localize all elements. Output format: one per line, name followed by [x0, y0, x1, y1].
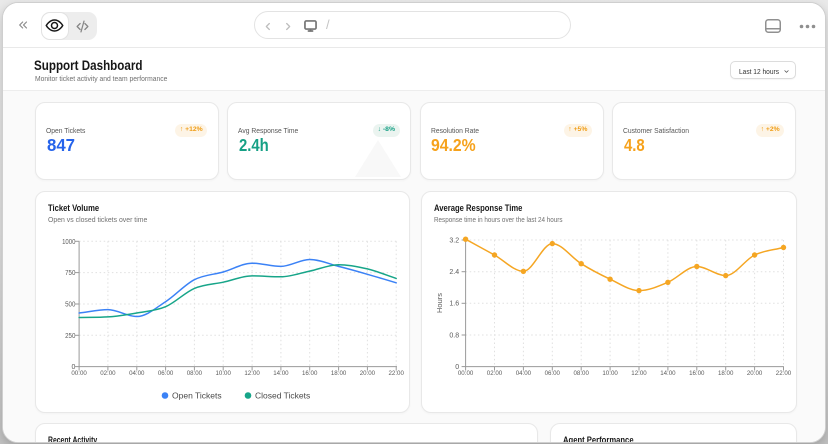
svg-text:14:00: 14:00 [660, 370, 676, 377]
svg-text:02:00: 02:00 [100, 370, 116, 377]
svg-text:Hours: Hours [435, 293, 444, 313]
svg-text:10:00: 10:00 [216, 370, 232, 377]
svg-text:18:00: 18:00 [718, 370, 734, 377]
svg-text:06:00: 06:00 [545, 370, 561, 377]
svg-text:Open Tickets: Open Tickets [172, 391, 222, 401]
svg-text:22:00: 22:00 [389, 370, 405, 377]
svg-text:0: 0 [455, 364, 459, 371]
svg-text:750: 750 [65, 268, 75, 277]
svg-text:12:00: 12:00 [244, 370, 260, 377]
svg-text:18:00: 18:00 [331, 370, 347, 377]
svg-text:2.4: 2.4 [449, 269, 459, 276]
svg-text:12:00: 12:00 [631, 370, 647, 377]
svg-text:500: 500 [65, 300, 75, 309]
svg-text:Closed Tickets: Closed Tickets [255, 391, 310, 401]
svg-text:22:00: 22:00 [776, 370, 792, 377]
svg-text:00:00: 00:00 [71, 370, 87, 377]
svg-text:08:00: 08:00 [187, 370, 203, 377]
svg-text:250: 250 [65, 331, 75, 340]
svg-text:0: 0 [71, 364, 75, 371]
svg-text:3.2: 3.2 [449, 237, 459, 244]
svg-text:20:00: 20:00 [747, 370, 763, 377]
svg-text:10:00: 10:00 [602, 370, 618, 377]
svg-text:16:00: 16:00 [302, 370, 318, 377]
svg-text:06:00: 06:00 [158, 370, 174, 377]
svg-text:00:00: 00:00 [458, 370, 474, 377]
svg-text:16:00: 16:00 [689, 370, 705, 377]
svg-text:0.8: 0.8 [449, 332, 459, 339]
svg-text:04:00: 04:00 [129, 370, 145, 377]
svg-text:02:00: 02:00 [487, 370, 503, 377]
svg-text:1.6: 1.6 [449, 301, 459, 308]
svg-text:20:00: 20:00 [360, 370, 376, 377]
svg-text:04:00: 04:00 [516, 370, 532, 377]
svg-text:14:00: 14:00 [273, 370, 289, 377]
svg-text:1000: 1000 [62, 237, 75, 246]
svg-text:08:00: 08:00 [574, 370, 590, 377]
